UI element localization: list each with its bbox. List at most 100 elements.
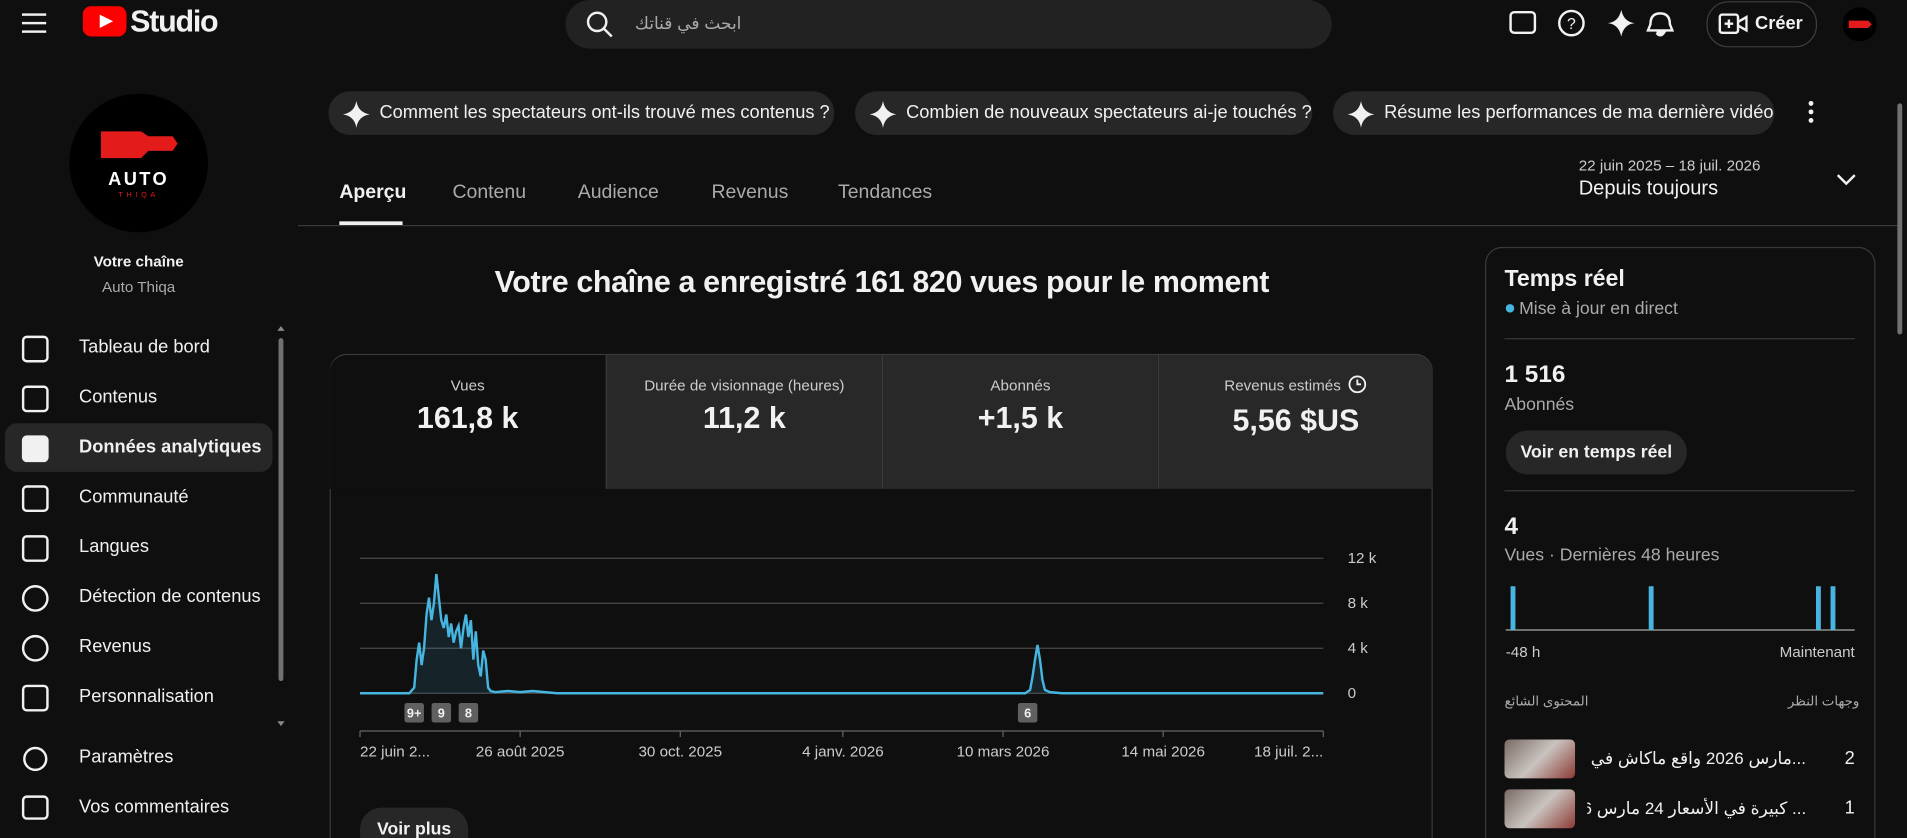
- nav-item[interactable]: Données analytiques: [4, 423, 273, 472]
- nav-label: Détection de contenus: [79, 586, 261, 607]
- tab[interactable]: Revenus: [711, 182, 789, 204]
- sparkle: [1347, 100, 1375, 128]
- metric-tab[interactable]: Revenus estimés 5,56 $US: [1157, 355, 1433, 489]
- tab[interactable]: Tendances: [837, 182, 933, 204]
- prompt-chip[interactable]: Comment les spectateurs ont-ils trouvé m…: [328, 91, 835, 136]
- metric-value: 11,2 k: [702, 401, 786, 436]
- icon-shape: [21, 634, 49, 662]
- icon-shape: [21, 335, 49, 363]
- icon-shape: [21, 385, 49, 413]
- sidebar-scrollbar: [277, 325, 285, 727]
- see-more-button[interactable]: Voir plus: [360, 807, 469, 838]
- icon-shape: [21, 485, 49, 513]
- nav-label: Tableau de bord: [79, 336, 210, 358]
- period[interactable]: Depuis toujours: [1578, 177, 1719, 200]
- tab[interactable]: Contenu: [452, 182, 527, 204]
- nav-icon: [21, 795, 49, 820]
- create-icon: [1718, 13, 1748, 35]
- metric-tab[interactable]: Vues 161,8 k: [329, 355, 606, 489]
- prompt-text: Résume les performances de ma dernière v…: [1384, 102, 1774, 123]
- sparkle: [869, 100, 897, 128]
- active-tab-indicator: [339, 221, 403, 226]
- nav-item[interactable]: Paramètres: [5, 733, 273, 782]
- nav-label: Langues: [79, 536, 150, 558]
- metric-label: Durée de visionnage (heures): [644, 377, 845, 395]
- more-icon[interactable]: [1804, 100, 1819, 124]
- nav-label: Personnalisation: [79, 685, 214, 707]
- video-views: 2: [1844, 747, 1855, 769]
- sparkle-icon: [1347, 100, 1375, 128]
- menu-icon[interactable]: [21, 12, 49, 34]
- metrics-card: [329, 353, 1433, 838]
- icon-shape: [21, 795, 49, 820]
- avatar-subtitle: THIQA: [118, 190, 159, 199]
- realtime-title: Temps réel: [1504, 266, 1625, 292]
- views-count: 4: [1504, 513, 1519, 541]
- channel-name: Auto Thiqa: [102, 278, 176, 296]
- subscriber-label: Abonnés: [1504, 395, 1575, 415]
- nav-icon: [23, 746, 48, 772]
- metric-label: Abonnés: [990, 377, 1051, 395]
- nav-item[interactable]: Tableau de bord: [5, 324, 273, 373]
- youtube-logo: [82, 6, 127, 37]
- video-thumbnail: [1504, 789, 1576, 829]
- period-chevron[interactable]: [1835, 173, 1857, 188]
- video-title: ... كبيرة في الأسعار 24 مارس 2026: [1587, 797, 1807, 818]
- tab[interactable]: Audience: [577, 182, 659, 204]
- nav-item[interactable]: Détection de contenus: [5, 573, 273, 622]
- create-label: Créer: [1755, 13, 1803, 35]
- metric-label: Revenus estimés: [1224, 377, 1341, 395]
- table-header: المحتوى الشائع: [1504, 694, 1589, 710]
- channel-label: Votre chaîne: [93, 252, 184, 271]
- search-placeholder: ابحث في قناتك: [634, 13, 742, 33]
- metric-value: 5,56 $US: [1232, 403, 1360, 438]
- headline: Votre chaîne a enregistré 161 820 vues p…: [494, 265, 1270, 300]
- tab-divider: [297, 225, 1898, 227]
- account-avatar[interactable]: [1841, 6, 1877, 42]
- prompt-chip[interactable]: Résume les performances de ma dernière v…: [1333, 91, 1775, 136]
- avatar-title: AUTO: [108, 168, 169, 189]
- icon-shape: [21, 684, 49, 712]
- nav-item[interactable]: Langues: [5, 523, 273, 572]
- metric-tab[interactable]: Abonnés +1,5 k: [881, 355, 1158, 489]
- views-label: Vues · Dernières 48 heures: [1504, 546, 1720, 566]
- prompt-chip[interactable]: Combien de nouveaux spectateurs ai-je to…: [855, 91, 1313, 136]
- date-range: 22 juin 2025 – 18 juil. 2026: [1578, 156, 1761, 174]
- search-box[interactable]: ابحث في قناتك: [565, 0, 1332, 49]
- metric-tab[interactable]: Durée de visionnage (heures) 11,2 k: [605, 355, 882, 489]
- nav-icon: [21, 535, 49, 562]
- subscriber-count: 1 516: [1504, 361, 1566, 388]
- nav-item[interactable]: Personnalisation: [5, 673, 273, 722]
- nav-item[interactable]: Communauté: [5, 473, 273, 522]
- header-icons[interactable]: ?: [1508, 9, 1690, 41]
- clock-hands: [1356, 379, 1362, 386]
- nav-label: Contenus: [79, 386, 158, 408]
- nav-item[interactable]: Vos commentaires: [5, 783, 273, 832]
- realtime-button[interactable]: Voir en temps réel: [1505, 430, 1687, 475]
- sparkle-icon: [869, 100, 897, 128]
- channel-avatar[interactable]: AUTO THIQA: [68, 92, 209, 233]
- nav-label: Paramètres: [79, 746, 174, 768]
- nav-item[interactable]: Contenus: [5, 373, 273, 422]
- nav-icon: [21, 435, 49, 463]
- nav-icon: [21, 335, 49, 363]
- nav-icon: [21, 385, 49, 413]
- metric-value: 161,8 k: [416, 401, 519, 436]
- icon-shape: [23, 746, 48, 772]
- create-button[interactable]: Créer: [1706, 1, 1818, 48]
- nav-item[interactable]: Revenus: [5, 623, 273, 672]
- metric-value: +1,5 k: [977, 401, 1064, 436]
- tab[interactable]: Aperçu: [339, 182, 407, 204]
- nav-icon: [21, 585, 49, 612]
- nav-label: Données analytiques: [79, 436, 262, 458]
- table-header: وجهات النظر: [1787, 694, 1860, 710]
- prompt-text: Combien de nouveaux spectateurs ai-je to…: [906, 102, 1312, 123]
- realtime-status: Mise à jour en direct: [1519, 299, 1678, 319]
- icon-shape: [21, 535, 49, 562]
- clock-icon: [1349, 375, 1367, 394]
- icon-shape: [21, 585, 49, 612]
- live-dot: [1505, 304, 1515, 313]
- clock: [1349, 375, 1367, 394]
